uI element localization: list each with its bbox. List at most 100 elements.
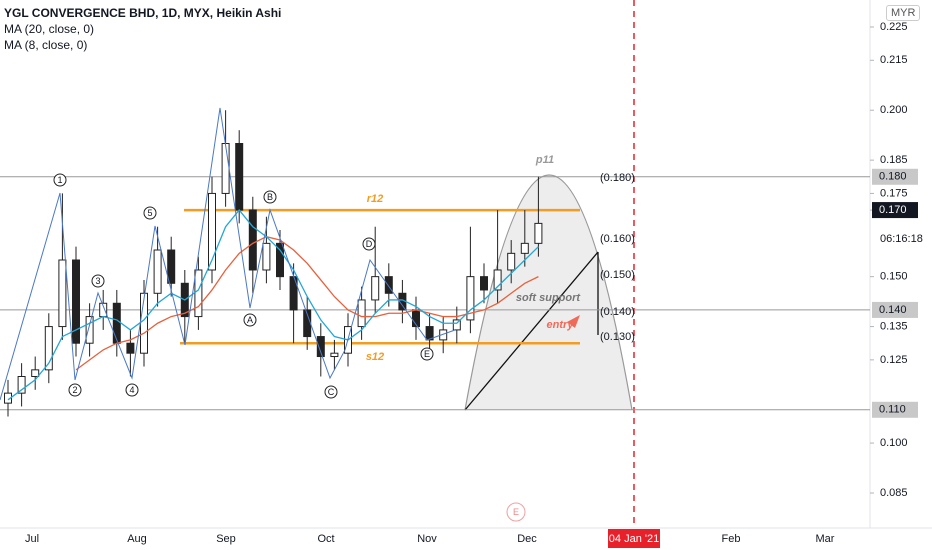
- price-badge: [872, 301, 918, 318]
- candle-body: [112, 302, 121, 344]
- ma-line: [7, 209, 539, 401]
- annotation: (0.180): [600, 172, 635, 184]
- price-badge-label: 0.110: [879, 404, 906, 416]
- x-tick-label: Aug: [127, 533, 147, 545]
- price-badge-label: 0.170: [879, 204, 907, 216]
- wave-marker: [143, 206, 157, 220]
- wave-marker: [53, 173, 67, 187]
- price-badge: [872, 202, 918, 219]
- candles: [4, 110, 543, 417]
- candle-body: [17, 376, 26, 394]
- candle-body: [493, 269, 502, 291]
- title: YGL CONVERGENCE BHD, 1D, MYX, Heikin Ash…: [4, 6, 282, 20]
- candle-body: [167, 249, 176, 284]
- x-tick-label: Jul: [25, 533, 39, 545]
- candle-body: [371, 276, 380, 301]
- candle-body: [235, 143, 244, 211]
- y-tick-label: 0.135: [880, 320, 908, 332]
- wave-label: 3: [95, 276, 100, 286]
- candle-body: [466, 276, 475, 321]
- wave-label: 1: [57, 175, 62, 185]
- candle-body: [480, 276, 488, 291]
- y-tick-label: 0.085: [880, 487, 908, 499]
- entry-arrow: [567, 315, 580, 328]
- wave-label: B: [267, 192, 273, 202]
- candle-body: [357, 299, 366, 328]
- wave-marker: [506, 502, 526, 522]
- ma-line: [75, 236, 539, 371]
- wave-marker: [243, 313, 257, 327]
- x-tick-label: Sep: [216, 533, 236, 545]
- annotation: r12: [367, 193, 384, 205]
- countdown: 06:16:18: [880, 233, 923, 245]
- candle-body: [4, 392, 12, 404]
- x-tick-label: Dec: [517, 533, 537, 545]
- candle-body: [208, 192, 216, 271]
- y-tick-label: 0.215: [880, 54, 908, 66]
- annotation: p11: [535, 154, 554, 166]
- candle-body: [194, 269, 203, 318]
- y-tick-label: 0.125: [880, 354, 908, 366]
- candle-body: [384, 276, 393, 294]
- y-tick-label: 0.225: [880, 21, 908, 33]
- wave-label: 2: [72, 385, 77, 395]
- x-tick-label: 04 Jan '21: [609, 533, 659, 545]
- annotation: soft support: [516, 292, 581, 304]
- date-badge: [608, 529, 660, 548]
- wave-label: E: [424, 349, 430, 359]
- annotation: (0.130): [600, 331, 635, 343]
- legend: YGL CONVERGENCE BHD, 1D, MYX, Heikin Ash…: [4, 5, 281, 53]
- candle-body: [534, 222, 543, 244]
- annotation: (0.140): [600, 306, 635, 318]
- wave-label: 4: [129, 385, 134, 395]
- price-badge-label: 0.180: [879, 171, 907, 183]
- wave-marker: [68, 383, 82, 397]
- annotation: s12: [366, 351, 384, 363]
- y-tick-label: 0.200: [880, 104, 908, 116]
- price-badge-label: 0.140: [879, 304, 907, 316]
- price-badge: [872, 401, 918, 418]
- candle-body: [44, 326, 53, 371]
- wave-marker: [91, 274, 105, 288]
- wave-label: C: [328, 387, 335, 397]
- candle-body: [276, 242, 284, 278]
- y-tick-label: 0.100: [880, 437, 908, 449]
- trend-line: [464, 251, 599, 411]
- candle-body: [58, 259, 67, 328]
- wave-label: A: [247, 315, 253, 325]
- annotation: (0.160): [600, 233, 635, 245]
- candle-body: [452, 319, 461, 331]
- candle-body: [85, 316, 94, 344]
- candle-body: [31, 369, 40, 378]
- annotation: (0.150): [600, 269, 635, 281]
- candle-body: [126, 342, 135, 354]
- annotation: entry: [547, 319, 575, 331]
- wave-marker: [263, 190, 277, 204]
- candle-body: [248, 209, 257, 271]
- candle-body: [153, 249, 162, 294]
- candle-body: [316, 336, 325, 358]
- wave-line: [0, 107, 456, 401]
- x-tick-label: Mar: [816, 533, 835, 545]
- candle-body: [520, 242, 529, 254]
- indicator: MA (20, close, 0): [4, 22, 95, 36]
- wave-marker: [324, 385, 338, 399]
- y-tick-label: 0.185: [880, 154, 908, 166]
- x-tick-label: Nov: [417, 533, 437, 545]
- y-tick-label: 0.175: [880, 187, 908, 199]
- candle-body: [221, 143, 230, 194]
- indicator: MA (8, close, 0): [4, 38, 88, 52]
- candle-body: [330, 352, 339, 358]
- candle-body: [439, 329, 448, 341]
- wave-label: E: [513, 507, 519, 517]
- currency[interactable]: MYR: [886, 5, 921, 21]
- wave-marker: [420, 347, 434, 361]
- candle-body: [72, 259, 80, 344]
- candle-body: [140, 292, 148, 354]
- wave-marker: [125, 383, 139, 397]
- x-tick-label: Feb: [722, 533, 741, 545]
